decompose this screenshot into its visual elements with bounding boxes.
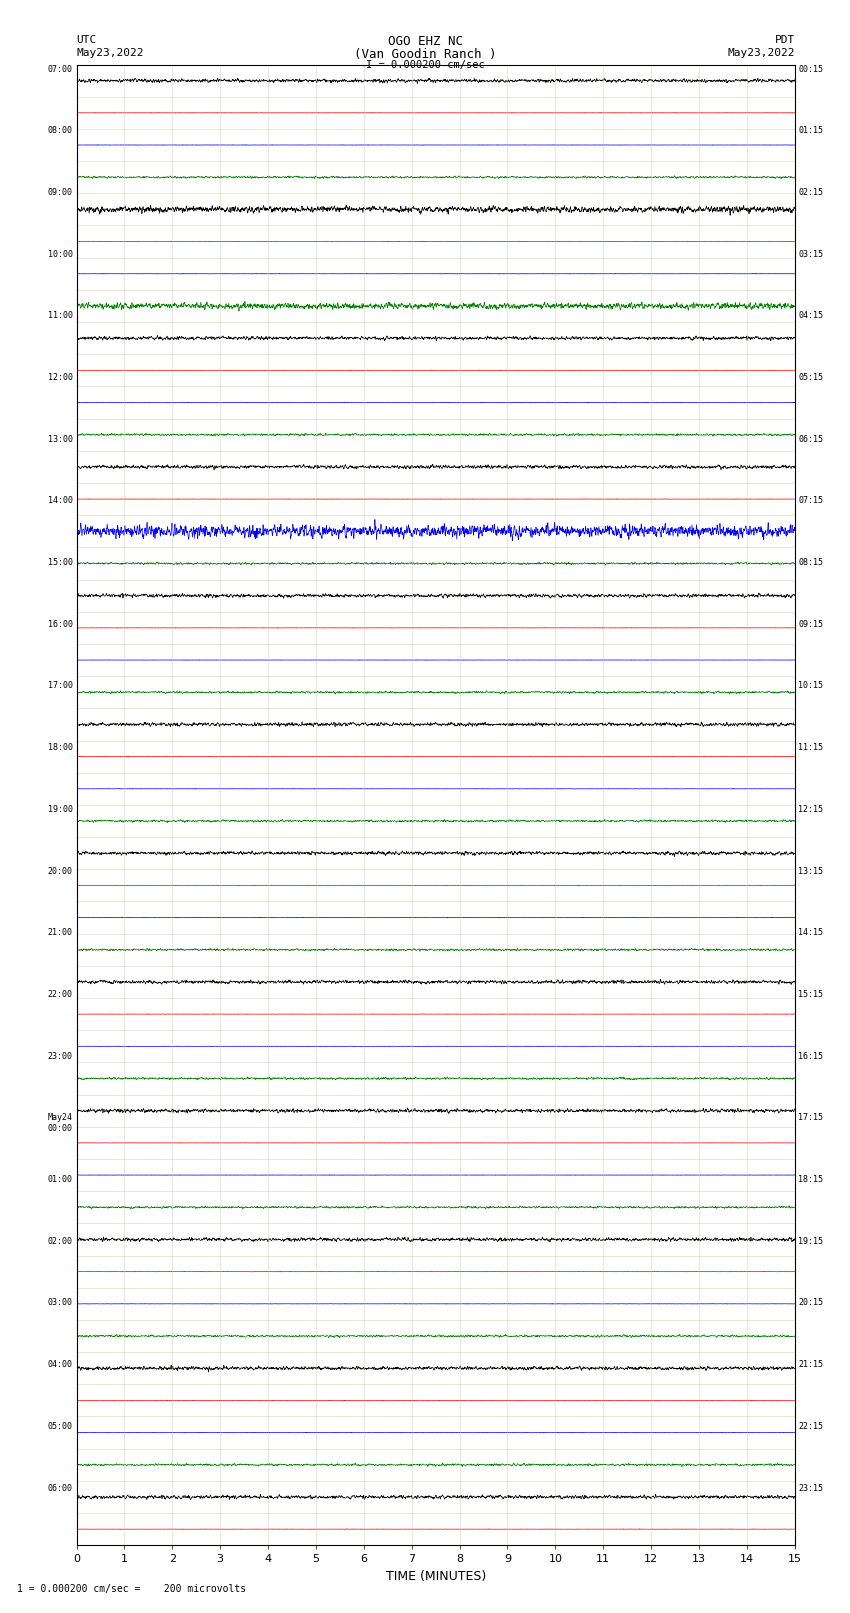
- Text: 13:15: 13:15: [798, 866, 824, 876]
- Text: 15:15: 15:15: [798, 990, 824, 998]
- Text: 18:00: 18:00: [48, 744, 73, 752]
- Text: PDT: PDT: [774, 35, 795, 45]
- Text: 13:00: 13:00: [48, 436, 73, 444]
- Text: 08:15: 08:15: [798, 558, 824, 568]
- Text: 15:00: 15:00: [48, 558, 73, 568]
- Text: 20:15: 20:15: [798, 1298, 824, 1308]
- Text: 05:15: 05:15: [798, 373, 824, 382]
- Text: 10:00: 10:00: [48, 250, 73, 258]
- Text: OGO EHZ NC: OGO EHZ NC: [388, 35, 462, 48]
- Text: 12:15: 12:15: [798, 805, 824, 815]
- Text: 20:00: 20:00: [48, 866, 73, 876]
- Text: May23,2022: May23,2022: [728, 48, 795, 58]
- Text: 23:00: 23:00: [48, 1052, 73, 1061]
- Text: (Van Goodin Ranch ): (Van Goodin Ranch ): [354, 48, 496, 61]
- Text: 05:00: 05:00: [48, 1423, 73, 1431]
- Text: 17:00: 17:00: [48, 682, 73, 690]
- Text: 19:00: 19:00: [48, 805, 73, 815]
- Text: 07:15: 07:15: [798, 497, 824, 505]
- Text: 04:15: 04:15: [798, 311, 824, 321]
- Text: 12:00: 12:00: [48, 373, 73, 382]
- Text: 00:15: 00:15: [798, 65, 824, 74]
- Text: 14:00: 14:00: [48, 497, 73, 505]
- Text: 21:00: 21:00: [48, 929, 73, 937]
- Text: 16:15: 16:15: [798, 1052, 824, 1061]
- Text: 01:15: 01:15: [798, 126, 824, 135]
- Text: 23:15: 23:15: [798, 1484, 824, 1492]
- Text: 22:15: 22:15: [798, 1423, 824, 1431]
- Text: 22:00: 22:00: [48, 990, 73, 998]
- Text: May24
00:00: May24 00:00: [48, 1113, 73, 1132]
- Text: 10:15: 10:15: [798, 682, 824, 690]
- Text: 02:15: 02:15: [798, 189, 824, 197]
- Text: 03:00: 03:00: [48, 1298, 73, 1308]
- Text: 08:00: 08:00: [48, 126, 73, 135]
- Text: 07:00: 07:00: [48, 65, 73, 74]
- Text: 17:15: 17:15: [798, 1113, 824, 1123]
- Text: 16:00: 16:00: [48, 619, 73, 629]
- Text: 01:00: 01:00: [48, 1174, 73, 1184]
- Text: I = 0.000200 cm/sec: I = 0.000200 cm/sec: [366, 60, 484, 69]
- Text: 18:15: 18:15: [798, 1174, 824, 1184]
- X-axis label: TIME (MINUTES): TIME (MINUTES): [386, 1569, 485, 1582]
- Text: 04:00: 04:00: [48, 1360, 73, 1369]
- Text: 19:15: 19:15: [798, 1237, 824, 1245]
- Text: 06:15: 06:15: [798, 436, 824, 444]
- Text: UTC: UTC: [76, 35, 97, 45]
- Text: 09:00: 09:00: [48, 189, 73, 197]
- Text: 11:15: 11:15: [798, 744, 824, 752]
- Text: 21:15: 21:15: [798, 1360, 824, 1369]
- Text: 09:15: 09:15: [798, 619, 824, 629]
- Text: 11:00: 11:00: [48, 311, 73, 321]
- Text: May23,2022: May23,2022: [76, 48, 144, 58]
- Text: 1 = 0.000200 cm/sec =    200 microvolts: 1 = 0.000200 cm/sec = 200 microvolts: [17, 1584, 246, 1594]
- Text: 03:15: 03:15: [798, 250, 824, 258]
- Text: 02:00: 02:00: [48, 1237, 73, 1245]
- Text: 06:00: 06:00: [48, 1484, 73, 1492]
- Text: 14:15: 14:15: [798, 929, 824, 937]
